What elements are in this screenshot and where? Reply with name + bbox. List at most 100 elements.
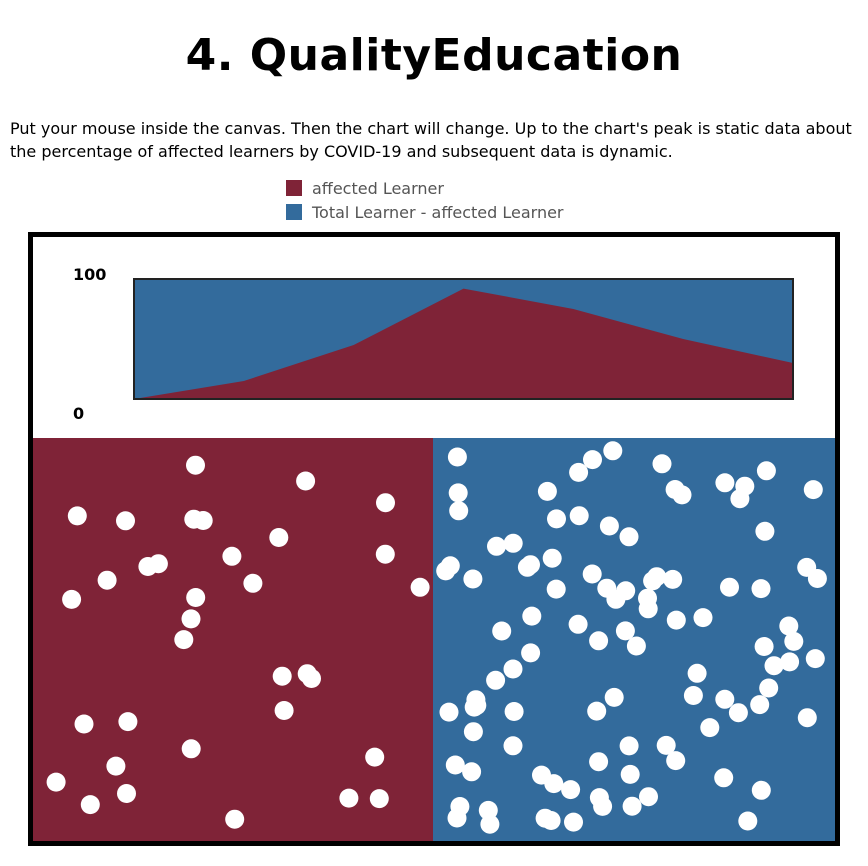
affected-learner-dot [410,577,430,597]
unaffected-learner-dot [805,649,825,669]
unaffected-learner-dot [503,659,523,679]
unaffected-learner-dot [764,656,784,676]
affected-learner-dot [62,589,82,609]
unaffected-learner-dot [807,569,827,588]
unaffected-learner-dot [619,527,639,547]
affected-learner-dot [80,795,100,815]
unaffected-learner-dot [480,814,500,834]
legend-label-unaffected: Total Learner - affected Learner [312,202,564,222]
unaffected-learner-dot [780,652,800,672]
unaffected-learner-dot [569,462,589,482]
unaffected-learner-dot [728,703,748,723]
affected-learner-dot [46,772,66,792]
unaffected-learner-dot [672,485,692,505]
unaffected-learner-dot [582,564,602,584]
affected-learner-dot [174,630,194,650]
unaffected-learner-dot [700,718,720,738]
unaffected-learner-dot [521,555,540,575]
unaffected-learner-dot [564,812,583,832]
page-title: 4. QualityEducation [185,30,683,81]
unaffected-learner-dot [720,577,739,597]
unaffected-learner-dot [683,686,703,705]
unaffected-learner-dot [583,450,602,470]
unaffected-learner-dot [439,702,459,722]
unaffected-learner-dot [532,765,551,785]
affected-learner-dot [118,712,138,732]
unaffected-learner-dot [521,643,541,663]
affected-learner-dot [339,788,359,808]
unaffected-learner-dot [666,751,686,771]
affected-learner-dot [186,588,206,607]
unaffected-learner-dot [462,762,482,782]
chart-legend: affected Learner Total Learner - affecte… [286,176,564,224]
unaffected-learner-dot [486,670,506,690]
affected-learner-dot [222,546,242,566]
unaffected-learner-dot [463,569,483,589]
unaffected-learner-dot [503,533,523,553]
unaffected-learner-dot [751,579,771,599]
unaffected-learner-dot [448,483,468,503]
unaffected-learner-dot [447,808,467,828]
affected-learner-dot [116,511,135,531]
unaffected-learner-dot [561,780,581,800]
unaffected-learner-dot [754,637,774,656]
unaffected-learner-dot [492,621,512,641]
affected-learner-dot [297,664,317,684]
unaffected-learner-dot [693,608,713,628]
unaffected-learner-dot [751,780,771,800]
unaffected-learner-dot [478,800,498,820]
unaffected-learner-dot [568,614,588,634]
unaffected-learner-dot [714,768,734,788]
chart-frame [133,278,794,400]
unaffected-learner-dot [606,589,626,609]
unaffected-learner-dot [638,599,658,619]
affected-learner-dot [97,570,117,590]
legend-swatch-affected [286,180,302,196]
unaffected-learner-dot [666,610,686,630]
interactive-canvas[interactable]: 100 0 [28,232,840,846]
unaffected-learner-dot [463,722,483,742]
affected-learner-dot [243,573,263,593]
unaffected-learner-dot [547,509,566,529]
unaffected-learner-dot [593,796,613,816]
affected-learner-dot [274,701,294,720]
unaffected-learner-dot [759,678,779,698]
unaffected-learner-dot [663,569,683,589]
scatter-panels [33,438,835,841]
unaffected-learner-dot [647,567,667,587]
unaffected-learner-dot [639,787,658,807]
unaffected-learner-dot [620,764,640,784]
affected-learner-dot [225,809,245,829]
affected-learner-dot [193,511,213,530]
affected-learner-dot [375,544,395,564]
affected-learner-dot [67,506,87,526]
unaffected-learner-dot [779,616,799,636]
affected-learner-dot [269,528,289,547]
unaffected-learner-dot [652,454,672,474]
affected-learner-dot [296,471,316,491]
unaffected-learner-dot [599,516,619,536]
unaffected-learner-dot [542,548,562,568]
unaffected-learner-dot [622,796,642,816]
unaffected-learner-dot [504,702,524,721]
unaffected-learner-dot [715,473,735,493]
unaffected-learner-dot [687,663,707,683]
unaffected-learner-dot [589,631,609,651]
unaffected-learner-dot [626,636,646,656]
canvas-svg[interactable]: 100 0 [33,237,835,841]
panel-affected [33,438,433,841]
affected-learner-dot [138,557,158,576]
area-chart: 100 0 [73,265,794,423]
ytick-label-max: 100 [73,265,106,284]
unaffected-learner-dot [604,687,624,707]
affected-learner-dot [376,493,395,513]
affected-learner-dot [181,739,201,759]
unaffected-learner-dot [503,736,523,756]
unaffected-learner-dot [447,447,467,467]
legend-swatch-unaffected [286,204,302,220]
unaffected-learner-dot [615,621,635,641]
unaffected-learner-dot [803,480,823,500]
area-series-affected [134,288,793,399]
legend-item-affected: affected Learner [286,176,564,200]
unaffected-learner-dot [730,489,750,509]
